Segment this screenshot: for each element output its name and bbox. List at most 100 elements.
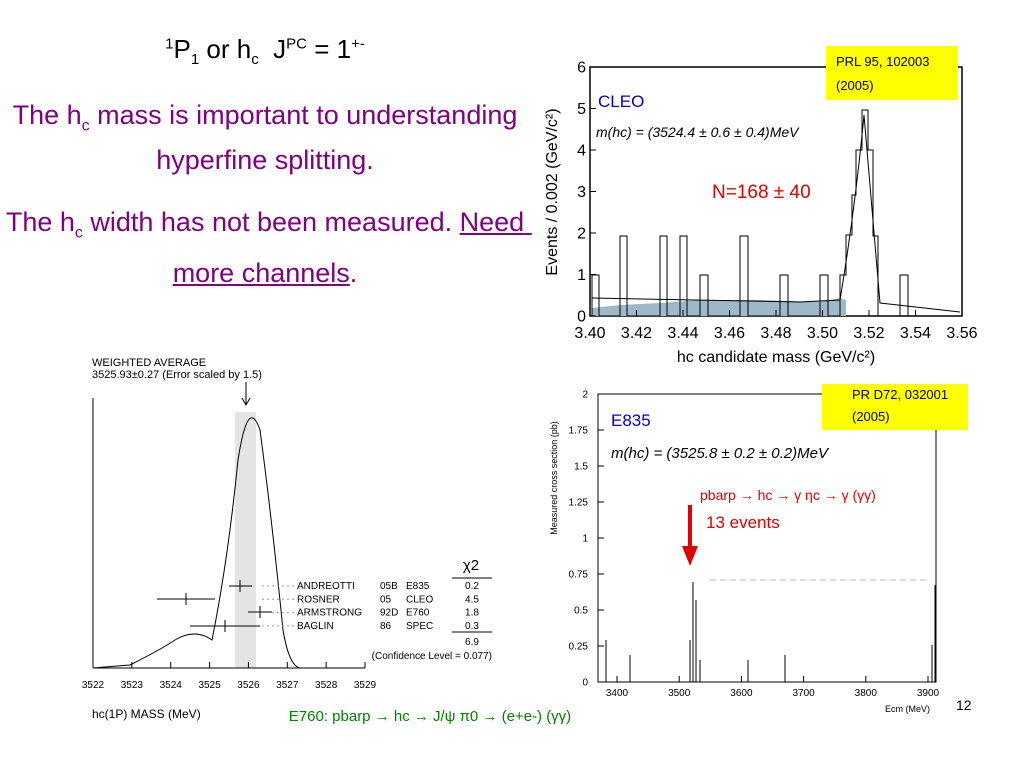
ref: (2005) [836, 78, 874, 93]
ref: PRL 95, 102003 [836, 54, 929, 69]
hist [591, 109, 960, 317]
sup: PC [286, 35, 307, 53]
row-cell: E835 [406, 581, 430, 592]
y-label: Measured cross section (pb) [549, 421, 559, 535]
frame [597, 393, 937, 683]
formula: m(hc) = (3525.8 ± 0.2 ± 0.2)MeV [611, 445, 830, 462]
label: CLEO [598, 92, 644, 111]
y-tick-label: 1.75 [569, 426, 589, 437]
text-1: The hc mass is important to understandin… [0, 98, 530, 177]
text-2: The hc width has not been measured. Need… [0, 202, 530, 293]
x-tick-label: 3524 [160, 680, 183, 691]
row-cell: 4.5 [465, 594, 479, 605]
count: N=168 ± 40 [712, 182, 811, 203]
y-tick-label: 3 [577, 184, 586, 201]
x-tick-label: 3.42 [621, 325, 652, 342]
ref: PR D72, 032001 [852, 387, 948, 402]
y-tick-label: 4 [577, 143, 586, 160]
row-cell: 05 [380, 594, 392, 605]
t: . [349, 258, 358, 289]
x-tick-label: 3.48 [760, 325, 791, 342]
row-cell: 92D [380, 608, 398, 619]
x-tick-label: 3522 [82, 680, 105, 691]
channel: pbarp → hc → γ ηc → γ (γγ) [700, 487, 876, 503]
x-tick-label: 3800 [855, 688, 878, 699]
x-label: Ecm (MeV) [885, 704, 930, 714]
y-tick-label: 0.25 [569, 642, 589, 653]
y-tick-label: 1 [577, 267, 586, 284]
footer: E760: pbarp → hc → J/ψ π0 → (e+e-) (γγ) [288, 708, 572, 725]
page-number: 12 [956, 697, 972, 713]
y-tick-label: 5 [577, 101, 586, 118]
y-tick-label: 1.5 [574, 462, 588, 473]
y-label: Events / 0.002 (GeV/c²) [544, 108, 561, 275]
t: = 1 [307, 34, 352, 64]
sup: 1 [165, 35, 174, 53]
ref: (2005) [852, 409, 890, 424]
x-tick-label: 3526 [237, 680, 260, 691]
link-text: Need more channels [172, 207, 532, 289]
slide-title: 1P1 or hc JPC = 1+- [0, 34, 530, 68]
y-tick-label: 0 [577, 309, 586, 326]
x-tick-label: 3.46 [714, 325, 745, 342]
cl: (Confidence Level = 0.077) [372, 651, 492, 662]
heading: WEIGHTED AVERAGE [92, 357, 206, 369]
sup: +- [351, 35, 365, 53]
row-cell: 05B [380, 581, 398, 592]
x-tick-label: 3900 [917, 688, 940, 699]
x-tick-label: 3400 [606, 688, 629, 699]
x-tick-label: 3.52 [853, 325, 884, 342]
row-cell: ROSNER [297, 594, 340, 605]
y-tick-label: 2 [582, 390, 588, 401]
x-label: hc candidate mass (GeV/c²) [677, 349, 875, 366]
t: P [173, 34, 191, 64]
total: 6.9 [465, 637, 479, 648]
x-tick-label: 3.56 [946, 325, 977, 342]
x-tick-label: 3527 [276, 680, 299, 691]
y-tick-label: 6 [577, 60, 586, 77]
y-tick-label: 0 [582, 678, 588, 689]
x-label: hc(1P) MASS (MeV) [92, 707, 201, 721]
row-cell: BAGLIN [297, 621, 334, 632]
y-tick-label: 0.5 [574, 606, 588, 617]
x-tick-label: 3525 [198, 680, 221, 691]
x-tick-label: 3529 [354, 680, 377, 691]
formula: m(hc) = (3524.4 ± 0.6 ± 0.4)MeV [596, 124, 800, 140]
t: width has not been measured. [82, 207, 460, 237]
row-cell: 0.2 [465, 581, 479, 592]
y-tick-label: 1.25 [569, 498, 589, 509]
row-cell: ANDREOTTI [297, 581, 355, 592]
x-tick-label: 3600 [730, 688, 753, 699]
t: or h [199, 34, 252, 64]
x-tick-label: 3523 [121, 680, 144, 691]
t: The h [5, 207, 75, 237]
events: 13 events [706, 513, 780, 532]
x-tick-label: 3.40 [574, 325, 605, 342]
sub: 1 [190, 51, 200, 69]
t: J [258, 34, 287, 64]
row-cell: 1.8 [465, 608, 479, 619]
row-cell: CLEO [406, 594, 433, 605]
sub: c [74, 224, 83, 242]
x-tick-label: 3.50 [807, 325, 838, 342]
t: mass is important to understanding hyper… [89, 100, 525, 176]
label: E835 [611, 411, 651, 430]
y-tick-label: 2 [577, 226, 586, 243]
row-cell: SPEC [406, 621, 433, 632]
red-arrow-head [682, 546, 698, 566]
ideogram [92, 417, 365, 669]
chi2-head: χ2 [463, 557, 479, 574]
sub: c [81, 117, 90, 135]
error-bars [157, 580, 272, 632]
y-tick-label: 0.75 [569, 570, 589, 581]
row-cell: E760 [406, 608, 430, 619]
avg-band [235, 412, 256, 668]
t: The h [12, 100, 82, 130]
points [605, 582, 936, 682]
x-tick-label: 3.44 [667, 325, 698, 342]
fit [591, 114, 961, 313]
row-cell: 0.3 [465, 621, 479, 632]
sub: c [251, 51, 259, 69]
